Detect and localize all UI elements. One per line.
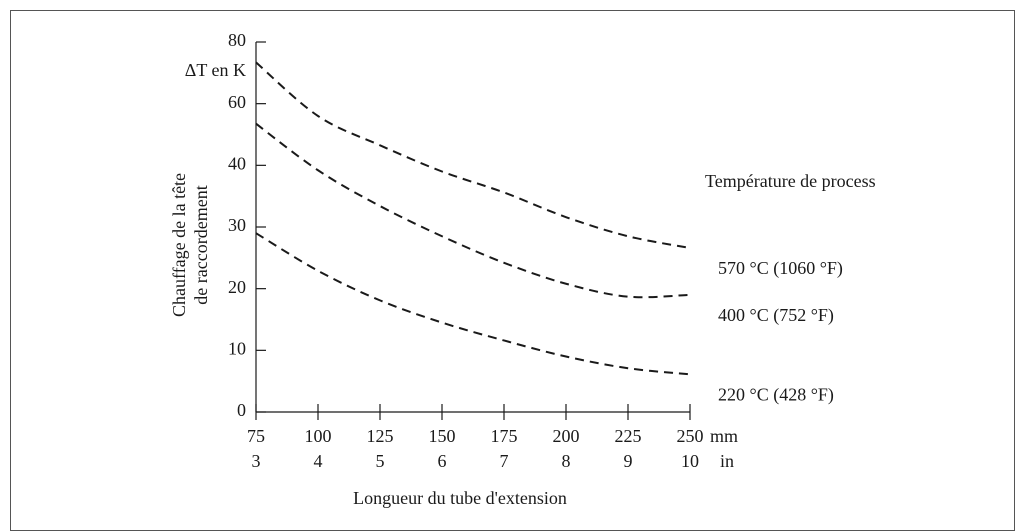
x2-tick-label: 10 — [681, 451, 699, 471]
x-tick-label: 250 — [677, 426, 704, 446]
y-tick-label: 60 — [228, 92, 246, 112]
x2-unit: in — [720, 451, 734, 471]
x2-tick-label: 6 — [438, 451, 447, 471]
y-tick-label: 40 — [228, 153, 246, 173]
series-line — [255, 61, 691, 249]
x-tick-label: 100 — [305, 426, 332, 446]
x2-tick-label: 7 — [500, 451, 509, 471]
x-tick-label: 200 — [553, 426, 580, 446]
frame — [10, 10, 1015, 531]
series-label: 220 °C (428 °F) — [718, 385, 834, 406]
x2-tick-label: 3 — [252, 451, 261, 471]
annotation: Température de process — [705, 171, 876, 191]
x2-tick-label: 4 — [314, 451, 323, 471]
y-tick-label: 30 — [228, 215, 246, 235]
y-axis-label: Chauffage de la tête de raccordement — [169, 173, 211, 317]
x-tick-label: 75 — [247, 426, 265, 446]
x2-tick-label: 5 — [376, 451, 385, 471]
x-tick-label: 225 — [615, 426, 642, 446]
x-unit: mm — [710, 426, 738, 446]
series-label: 570 °C (1060 °F) — [718, 258, 843, 279]
series-label: 400 °C (752 °F) — [718, 305, 834, 326]
x-tick-label: 150 — [429, 426, 456, 446]
y-label-line: de raccordement — [191, 185, 211, 304]
y-label-line: Chauffage de la tête — [169, 173, 189, 317]
x2-tick-label: 8 — [562, 451, 571, 471]
x-tick-label: 125 — [367, 426, 394, 446]
x-tick-label: 175 — [491, 426, 518, 446]
y-tick-label: 80 — [228, 30, 246, 50]
y-tick-label: 10 — [228, 338, 246, 358]
y-unit-label: ΔT en K — [185, 60, 246, 80]
series-line — [255, 122, 691, 299]
x2-tick-label: 9 — [624, 451, 633, 471]
y-tick-label: 0 — [237, 400, 246, 420]
y-tick-label: 20 — [228, 277, 246, 297]
x-axis-label: Longueur du tube d'extension — [353, 488, 567, 508]
series-line — [255, 232, 691, 376]
